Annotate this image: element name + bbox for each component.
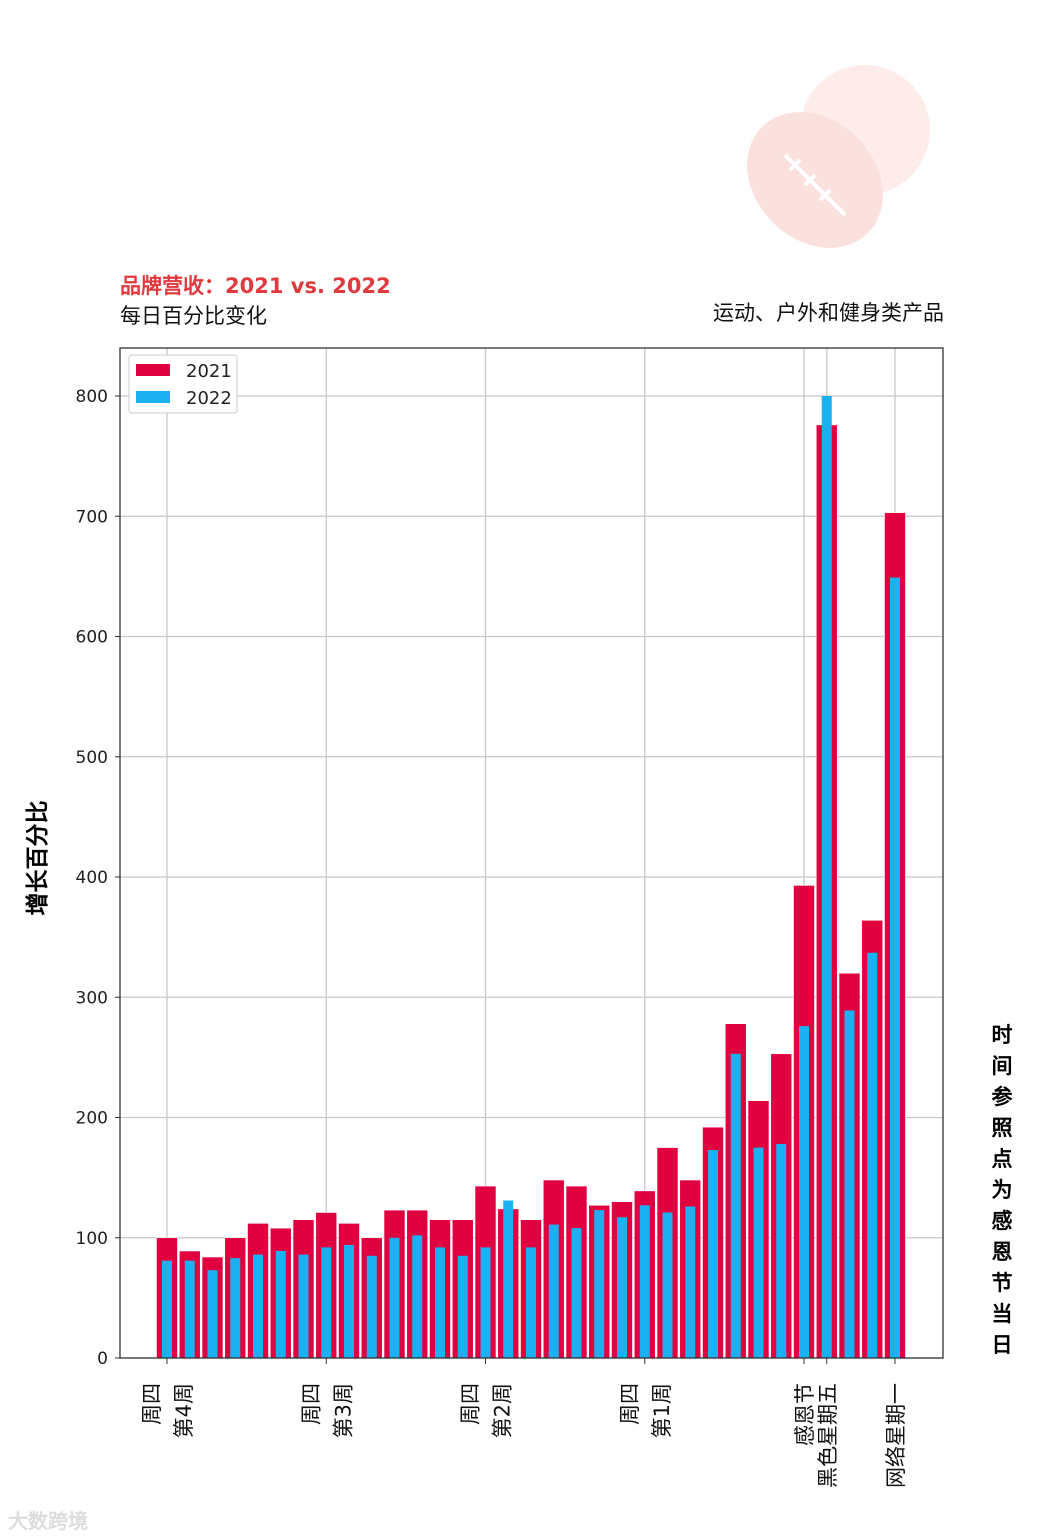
x-tick-label: 感恩节	[793, 1383, 817, 1446]
bar-2022	[344, 1244, 354, 1358]
bar-2022	[230, 1258, 241, 1358]
chart-subtitle: 每日百分比变化	[120, 304, 267, 328]
bar-2022	[571, 1228, 582, 1358]
bar-2022	[298, 1254, 309, 1358]
bar-2022	[730, 1053, 741, 1358]
right-axis-label-char: 照	[992, 1116, 1013, 1140]
bar-2022	[366, 1255, 377, 1358]
right-axis-label-char: 点	[992, 1147, 1013, 1171]
bar-2022	[753, 1147, 764, 1358]
x-tick-label: 第1周	[650, 1383, 674, 1438]
bar-2022	[662, 1212, 673, 1358]
bar-2022	[253, 1254, 263, 1358]
bar-2022	[435, 1247, 445, 1358]
bar-2022	[389, 1237, 400, 1358]
x-tick-label: 周四	[618, 1383, 642, 1425]
bar-2022	[321, 1247, 332, 1358]
bar-2022	[617, 1217, 627, 1358]
x-tick-label: 网络星期一	[884, 1383, 908, 1488]
right-axis-label-char: 当	[992, 1302, 1013, 1326]
x-tick-label: 第4周	[172, 1383, 196, 1438]
bar-2022	[594, 1210, 605, 1358]
y-tick-label: 600	[76, 628, 108, 648]
bar-2022	[457, 1255, 468, 1358]
right-axis-label-char: 间	[992, 1054, 1013, 1078]
legend-label: 2021	[186, 361, 232, 382]
bar-2022	[412, 1235, 423, 1358]
bar-2022	[776, 1143, 787, 1358]
y-tick-label: 300	[76, 988, 108, 1008]
right-axis-label-char: 恩	[992, 1240, 1013, 1264]
bar-2022	[184, 1260, 195, 1358]
bar-2022	[207, 1270, 218, 1358]
y-tick-label: 700	[76, 507, 108, 527]
x-tick-label: 黑色星期五	[816, 1383, 840, 1488]
chart-title: 品牌营收：2021 vs. 2022	[120, 274, 391, 298]
y-tick-label: 0	[97, 1349, 108, 1369]
bar-2022	[685, 1206, 696, 1358]
bar-2022	[639, 1205, 650, 1358]
x-tick-label: 第3周	[331, 1383, 355, 1438]
bar-2022	[548, 1224, 559, 1358]
category-label: 运动、户外和健身类产品	[713, 301, 944, 325]
bar-2022	[503, 1200, 514, 1358]
bar-2022	[275, 1250, 286, 1358]
y-axis-label: 增长百分比	[24, 801, 51, 916]
bar-2022	[708, 1149, 718, 1358]
bar-2022	[821, 396, 832, 1358]
x-tick-label: 周四	[140, 1383, 164, 1425]
legend-swatch	[136, 391, 170, 403]
x-tick-label: 周四	[299, 1383, 323, 1425]
bar-2022	[162, 1260, 172, 1358]
right-axis-label-char: 为	[992, 1178, 1013, 1202]
watermark: 大数跨境	[8, 1509, 88, 1533]
right-axis-label-char: 日	[992, 1333, 1013, 1357]
y-tick-label: 400	[76, 868, 108, 888]
bar-2022	[867, 952, 878, 1358]
legend-label: 2022	[186, 388, 232, 409]
y-tick-label: 500	[76, 748, 108, 768]
y-tick-label: 800	[76, 387, 108, 407]
right-axis-label-char: 时	[992, 1023, 1013, 1047]
bar-2022	[844, 1010, 855, 1358]
right-axis-label-char: 节	[992, 1271, 1013, 1295]
bar-2022	[480, 1247, 491, 1358]
x-tick-label: 周四	[459, 1383, 483, 1425]
bar-2022	[890, 577, 900, 1358]
y-tick-label: 200	[76, 1109, 108, 1129]
plot-frame	[119, 347, 944, 1359]
x-tick-label: 第2周	[491, 1383, 515, 1438]
bar-2022	[799, 1026, 809, 1358]
right-axis-label-char: 参	[992, 1085, 1013, 1109]
y-tick-label: 100	[76, 1229, 108, 1249]
legend-swatch	[136, 364, 170, 376]
bar-2022	[526, 1247, 536, 1358]
right-axis-label-char: 感	[992, 1209, 1013, 1233]
sports-ball-logo-icon	[747, 65, 930, 248]
